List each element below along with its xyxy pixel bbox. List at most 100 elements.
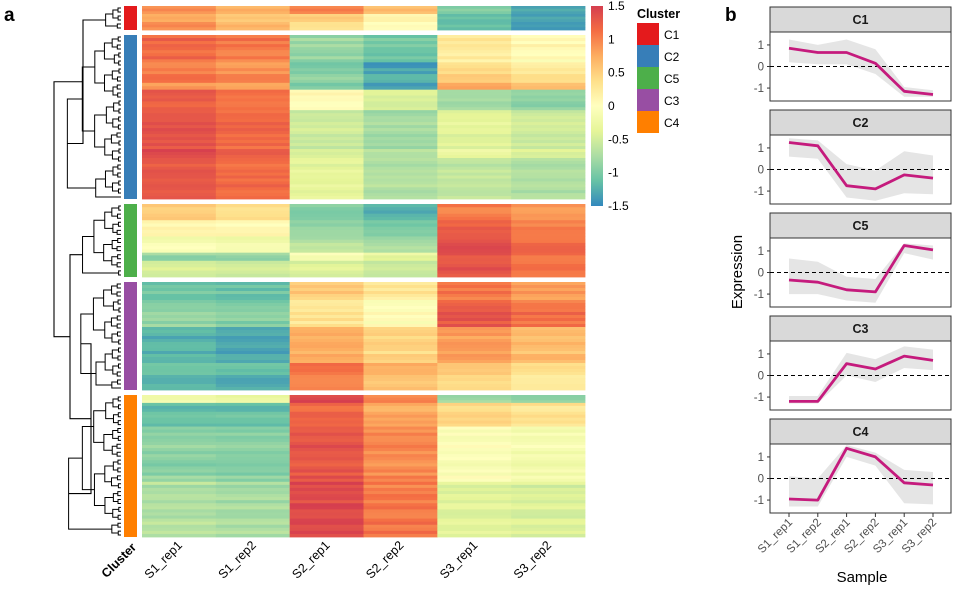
heatmap-cell [363, 512, 438, 516]
dendrogram-branch [118, 140, 121, 146]
heatmap-cell [215, 264, 291, 268]
heatmap-cell [511, 239, 586, 244]
dendrogram-branch [117, 213, 121, 219]
dendrogram-branch [117, 396, 121, 402]
heatmap-cell [437, 451, 512, 455]
heatmap-cell [289, 395, 364, 399]
heatmap-cell [142, 134, 217, 138]
heatmap-cell [289, 333, 364, 337]
heatmap-cell [215, 44, 291, 48]
heatmap-cell [289, 131, 364, 135]
dendrogram-branch [111, 445, 118, 455]
heatmap-cell [289, 11, 364, 15]
dendrogram-branch [117, 379, 121, 385]
dendrogram-branch [116, 44, 121, 50]
heatmap-cell [437, 487, 512, 492]
mean-expression-line [788, 244, 934, 294]
heatmap-cell [437, 375, 512, 379]
y-tick-label: 0 [758, 62, 764, 74]
heatmap-cell [511, 444, 586, 449]
heatmap-cell [142, 460, 217, 464]
heatmap-cell [511, 134, 586, 138]
heatmap-cell [142, 169, 217, 174]
heatmap-cell [289, 260, 364, 265]
heatmap-cell [289, 8, 364, 12]
heatmap-cell [363, 98, 438, 102]
cluster-annotation-bar [124, 6, 137, 537]
heatmap-cell [437, 252, 512, 256]
heatmap-cell [289, 89, 364, 93]
heatmap-cell [215, 318, 291, 322]
heatmap-cell [289, 397, 364, 401]
heatmap-cell [289, 420, 364, 424]
heatmap-cell [289, 22, 364, 26]
dendrogram-branch [112, 223, 119, 233]
heatmap-cell [215, 8, 291, 12]
heatmap-cell [289, 324, 364, 328]
heatmap-cell [215, 300, 291, 304]
heatmap-cell [511, 402, 586, 407]
heatmap-cell [511, 509, 586, 513]
heatmap-cell [363, 86, 438, 91]
heatmap-cell [289, 336, 364, 340]
heatmap-cell [289, 193, 364, 197]
heatmap-cell [142, 82, 217, 87]
heatmap-cell [511, 360, 586, 364]
heatmap-cell [142, 223, 217, 228]
heatmap-cell [363, 8, 438, 12]
heatmap-cell [437, 152, 512, 156]
heatmap-cell [142, 65, 217, 69]
heatmap-cell [363, 74, 438, 78]
heatmap-cell [142, 220, 217, 224]
heatmap-cell [437, 8, 512, 12]
heatmap-cell [142, 71, 217, 75]
dendrogram-branch [116, 262, 121, 268]
heatmap-cell [142, 466, 217, 470]
heatmap-cell [511, 160, 586, 165]
facet-strip [769, 418, 952, 445]
heatmap-cell [511, 515, 586, 519]
dendrogram-branch [112, 461, 118, 471]
heatmap-cell [289, 348, 364, 352]
heatmap-cell [437, 158, 512, 162]
heatmap-cell [142, 363, 217, 367]
heatmap-cell [511, 294, 586, 298]
heatmap-cell [511, 107, 586, 111]
dendrogram-branch [116, 323, 121, 329]
heatmap-cell [215, 258, 291, 262]
heatmap-cell [363, 400, 438, 404]
dendrogram-branch [112, 508, 119, 518]
heatmap-cell [215, 500, 291, 504]
heatmap-cell [511, 429, 586, 434]
dendrogram-branch [111, 207, 119, 217]
legend-swatch-c3 [637, 89, 659, 111]
heatmap-cell [437, 44, 512, 48]
heatmap-cell [142, 530, 217, 535]
heatmap-cell [363, 255, 438, 259]
heatmap-cell [215, 369, 291, 373]
heatmap-cell [289, 226, 364, 231]
heatmap-cell [437, 472, 512, 477]
heatmap-cell [511, 79, 586, 84]
heatmap-cell [511, 348, 586, 352]
heatmap-cell [142, 246, 217, 250]
heatmap-cell [215, 27, 291, 31]
heatmap-cell [511, 158, 586, 162]
y-tick-label: 0 [758, 474, 764, 486]
dendrogram-branch [93, 473, 105, 506]
heatmap-cell [289, 175, 364, 179]
heatmap-cell [289, 68, 364, 72]
heatmap-cell [363, 236, 438, 241]
heatmap-cell [289, 128, 364, 132]
heatmap-cell [511, 143, 586, 147]
heatmap-cell [437, 384, 512, 388]
heatmap-cell [215, 324, 291, 328]
heatmap-cell [289, 521, 364, 526]
heatmap-cell [511, 27, 586, 31]
heatmap-cell [142, 521, 217, 526]
heatmap-cell [511, 47, 586, 51]
heatmap-cell [363, 79, 438, 84]
heatmap-cell [511, 448, 586, 452]
heatmap-cell [363, 53, 438, 57]
heatmap-cell [289, 207, 364, 211]
